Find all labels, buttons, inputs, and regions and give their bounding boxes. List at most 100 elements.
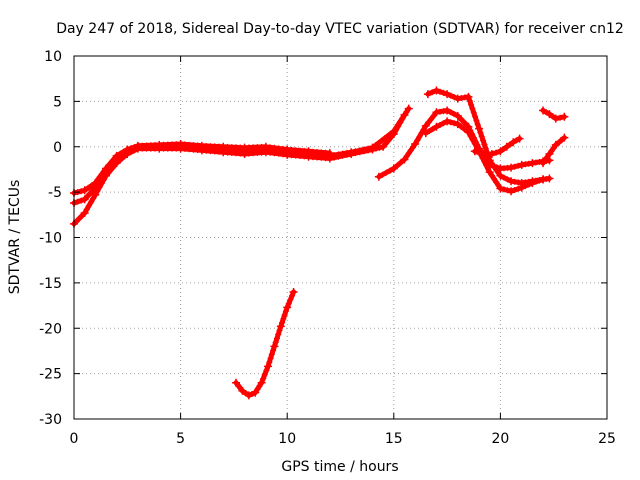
data-point xyxy=(283,303,292,312)
data-point xyxy=(496,171,505,180)
x-tick-label: 10 xyxy=(278,431,296,447)
data-point xyxy=(197,141,206,150)
data-point xyxy=(123,145,132,154)
data-point xyxy=(479,150,488,159)
data-point xyxy=(257,378,266,387)
data-point xyxy=(528,179,537,188)
x-tick-label: 20 xyxy=(491,431,509,447)
data-layer xyxy=(70,86,569,400)
y-tick-label: -5 xyxy=(48,185,62,201)
track-evening-c xyxy=(421,117,548,196)
data-point xyxy=(304,147,313,156)
data-point xyxy=(411,140,420,149)
data-point xyxy=(240,143,249,152)
data-point xyxy=(389,164,398,173)
data-point xyxy=(404,104,413,113)
y-tick-label: 10 xyxy=(44,49,62,65)
track-line xyxy=(540,135,567,166)
data-point xyxy=(453,94,462,103)
data-point xyxy=(432,122,441,131)
data-point xyxy=(464,128,473,137)
data-point xyxy=(475,124,484,133)
data-point xyxy=(289,287,298,296)
data-point xyxy=(502,142,511,151)
data-point xyxy=(551,114,560,123)
ticks-layer: 0 5 10 15 20 25 -30 -25 -20 -15 -10 -5 0 5 10 xyxy=(39,49,616,447)
grid-layer xyxy=(74,56,607,419)
data-point xyxy=(91,179,100,188)
data-point xyxy=(80,186,89,195)
data-point xyxy=(443,90,452,99)
track-evening-d xyxy=(470,134,524,159)
data-point xyxy=(496,147,505,156)
y-tick-label: -25 xyxy=(39,367,62,383)
data-point xyxy=(347,148,356,157)
data-point xyxy=(517,160,526,169)
data-point xyxy=(270,342,279,351)
data-point xyxy=(325,149,334,158)
data-point xyxy=(261,142,270,151)
x-tick-label: 5 xyxy=(176,431,185,447)
data-point xyxy=(176,140,185,149)
data-point xyxy=(560,112,569,121)
data-point xyxy=(485,168,494,177)
y-tick-label: 0 xyxy=(53,140,62,156)
data-point xyxy=(443,117,452,126)
data-point xyxy=(432,86,441,95)
y-tick-label: -10 xyxy=(39,231,62,247)
data-point xyxy=(80,195,89,204)
data-point xyxy=(528,159,537,168)
y-tick-label: 5 xyxy=(53,94,62,110)
data-point xyxy=(443,106,452,115)
data-point xyxy=(453,120,462,129)
data-point xyxy=(453,111,462,120)
data-point xyxy=(238,386,247,395)
data-point xyxy=(485,156,494,165)
data-point xyxy=(496,184,505,193)
data-point xyxy=(368,143,377,152)
data-point xyxy=(487,150,496,159)
data-point xyxy=(517,183,526,192)
data-point xyxy=(232,378,241,387)
data-point xyxy=(539,175,548,184)
x-tick-label: 15 xyxy=(385,431,403,447)
chart-title: Day 247 of 2018, Sidereal Day-to-day VTE… xyxy=(56,21,624,37)
data-point xyxy=(560,133,569,142)
y-tick-label: -30 xyxy=(39,412,62,428)
data-point xyxy=(133,141,142,150)
data-point xyxy=(276,322,285,331)
track-main-c xyxy=(70,140,334,198)
data-point xyxy=(515,134,524,143)
data-point xyxy=(545,150,554,159)
data-point xyxy=(101,164,110,173)
data-point xyxy=(374,172,383,181)
data-point xyxy=(432,108,441,117)
data-point xyxy=(421,129,430,138)
data-point xyxy=(423,90,432,99)
x-tick-label: 25 xyxy=(598,431,616,447)
data-point xyxy=(507,177,516,186)
data-point xyxy=(112,151,121,160)
track-late-b xyxy=(539,133,569,168)
y-tick-label: -15 xyxy=(39,276,62,292)
data-point xyxy=(470,147,479,156)
data-point xyxy=(539,159,548,168)
data-point xyxy=(244,391,253,400)
data-point xyxy=(400,155,409,164)
data-point xyxy=(283,145,292,154)
data-point xyxy=(545,110,554,119)
data-point xyxy=(539,106,548,115)
data-point xyxy=(464,92,473,101)
x-tick-label: 0 xyxy=(70,431,79,447)
data-point xyxy=(155,140,164,149)
track-lower-arc xyxy=(232,287,298,400)
data-point xyxy=(251,388,260,397)
data-point xyxy=(421,121,430,130)
track-late-a xyxy=(539,106,569,123)
y-axis-title: SDTVAR / TECUs xyxy=(7,180,23,295)
data-point xyxy=(264,362,273,371)
data-point xyxy=(219,142,228,151)
data-point xyxy=(80,208,89,217)
data-point xyxy=(91,190,100,199)
